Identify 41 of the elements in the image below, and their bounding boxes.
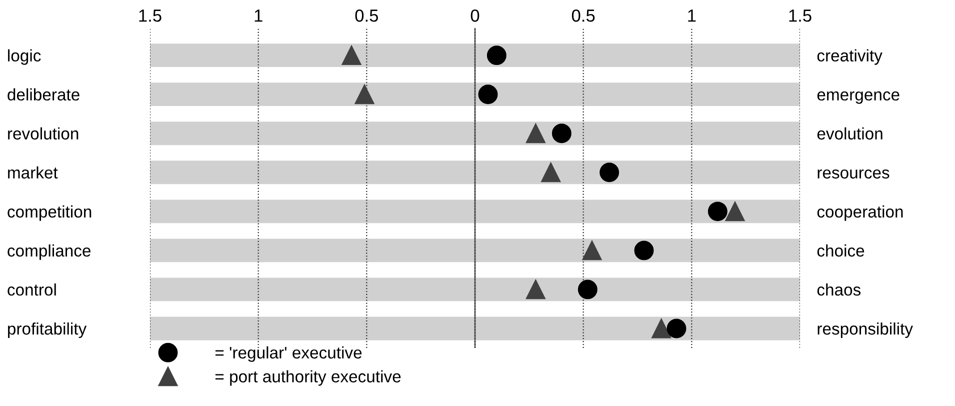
x-tick-label: 0.5 <box>355 9 378 22</box>
legend-label: = port authority executive <box>215 370 401 386</box>
y2-tick-label: emergence <box>817 91 900 104</box>
point <box>526 124 546 144</box>
x-tick-label: 0.5 <box>572 9 595 22</box>
y-tick-label: compliance <box>8 244 91 260</box>
legend-label: = 'regular' executive <box>215 346 362 362</box>
point <box>578 280 598 300</box>
y-tick-label: logic <box>8 49 41 65</box>
y2-tick-label: creativity <box>817 49 882 65</box>
y2-tick-label: responsibility <box>818 322 913 338</box>
y2-tick-label: cooperation <box>817 205 903 221</box>
point <box>634 240 654 260</box>
point <box>478 84 498 104</box>
point <box>552 124 572 144</box>
x-tick-label: 1 <box>688 10 696 22</box>
y-tick-label: deliberate <box>8 88 80 101</box>
x-tick-label: 1.5 <box>139 10 162 22</box>
point <box>708 202 728 222</box>
y-tick-label: profitability <box>8 322 87 338</box>
point <box>582 240 602 260</box>
y-tick-label: competition <box>8 205 92 221</box>
point <box>652 318 672 338</box>
point <box>342 46 362 66</box>
point <box>666 318 686 338</box>
x-tick-label: 1 <box>254 10 262 22</box>
y2-tick-label: choice <box>817 244 864 257</box>
x-tick-label: 1.5 <box>789 10 812 22</box>
point <box>354 84 374 104</box>
y2-tick-label: evolution <box>817 127 882 140</box>
y2-tick-label: resources <box>818 169 890 179</box>
point <box>526 280 546 300</box>
x-tick-label: 0 <box>470 9 480 22</box>
point <box>486 46 506 66</box>
point <box>600 162 620 182</box>
y-tick-label: control <box>8 283 56 296</box>
point <box>541 162 561 182</box>
y2-tick-label: chaos <box>817 283 861 296</box>
point <box>725 202 745 222</box>
y-tick-label: revolution <box>8 127 78 140</box>
y-tick-label: market <box>8 166 58 179</box>
